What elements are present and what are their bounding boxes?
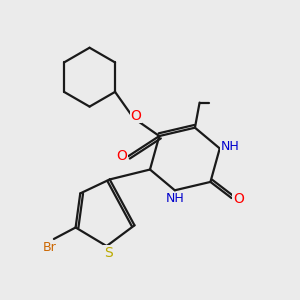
Text: S: S <box>104 246 112 260</box>
Text: Br: Br <box>42 241 56 254</box>
Text: O: O <box>130 109 142 123</box>
Text: NH: NH <box>165 193 184 206</box>
Text: O: O <box>116 148 127 163</box>
Text: NH: NH <box>220 140 239 153</box>
Text: O: O <box>233 192 244 206</box>
